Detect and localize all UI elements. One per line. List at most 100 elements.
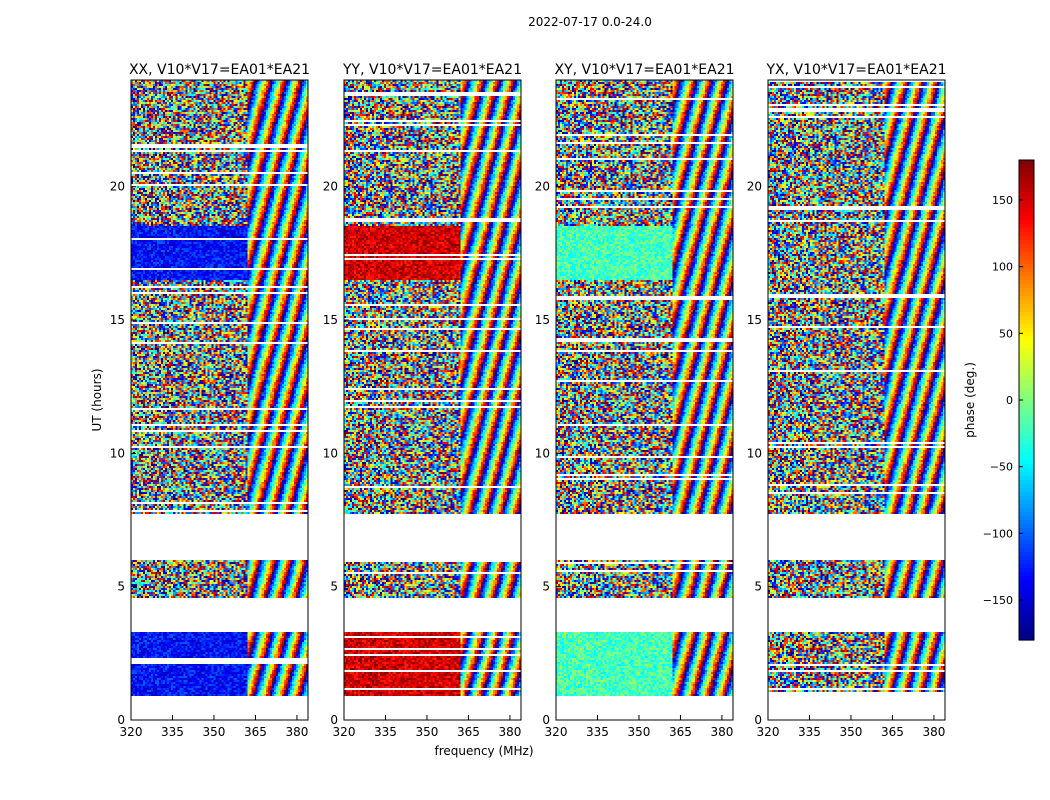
colorbar-step: [1019, 432, 1034, 437]
colorbar-step: [1019, 308, 1034, 313]
y-tick-label-4-20: 20: [747, 180, 762, 194]
panel-title-3: XY, V10*V17=EA01*EA21: [554, 62, 734, 78]
colorbar-step: [1019, 284, 1034, 289]
colorbar-step: [1019, 408, 1034, 413]
colorbar-step: [1019, 612, 1034, 617]
colorbar-step: [1019, 412, 1034, 417]
colorbar-step: [1019, 484, 1034, 489]
colorbar-step: [1019, 332, 1034, 337]
colorbar-step: [1019, 444, 1034, 449]
colorbar-step: [1019, 316, 1034, 321]
colorbar-step: [1019, 436, 1034, 441]
colorbar-step: [1019, 348, 1034, 353]
colorbar-step: [1019, 592, 1034, 597]
x-tick-label-1-350: 350: [203, 725, 226, 739]
panel-frame-2: [343, 79, 522, 721]
colorbar-step: [1019, 184, 1034, 189]
colorbar-step: [1019, 536, 1034, 541]
colorbar-step: [1019, 268, 1034, 273]
figure-title: 2022-07-17 0.0-24.0: [528, 15, 652, 29]
colorbar-step: [1019, 232, 1034, 237]
y-tick-label-1-15: 15: [110, 313, 125, 327]
x-tick-label-3-350: 350: [628, 725, 651, 739]
colorbar-step: [1019, 396, 1034, 401]
x-axis-label: frequency (MHz): [434, 744, 533, 758]
colorbar-step: [1019, 616, 1034, 621]
colorbar-step: [1019, 264, 1034, 269]
colorbar-step: [1019, 620, 1034, 625]
colorbar-step: [1019, 380, 1034, 385]
colorbar-step: [1019, 580, 1034, 585]
colorbar-step: [1019, 164, 1034, 169]
panel-4: YX, V10*V17=EA01*EA21 320 335 350 365 380 0 5 10…: [747, 62, 947, 739]
colorbar-tick-label-100: 100: [992, 261, 1013, 274]
colorbar-step: [1019, 300, 1034, 305]
y-tick-label-1-20: 20: [110, 180, 125, 194]
phase-raster-1: [131, 80, 308, 720]
x-tick-label-2-365: 365: [457, 725, 480, 739]
x-tick-label-4-365: 365: [881, 725, 904, 739]
colorbar-step: [1019, 448, 1034, 453]
y-tick-label-4-5: 5: [754, 580, 762, 594]
x-tick-label-1-365: 365: [244, 725, 267, 739]
colorbar-step: [1019, 520, 1034, 525]
colorbar: −150 −100 −50 0 50 100 150: [983, 159, 1035, 641]
colorbar-step: [1019, 528, 1034, 533]
colorbar-step: [1019, 220, 1034, 225]
colorbar-step: [1019, 224, 1034, 229]
colorbar-step: [1019, 564, 1034, 569]
colorbar-step: [1019, 236, 1034, 241]
x-tick-label-1-335: 335: [161, 725, 184, 739]
colorbar-step: [1019, 324, 1034, 329]
colorbar-step: [1019, 388, 1034, 393]
x-tick-label-4-380: 380: [922, 725, 945, 739]
y-tick-label-4-15: 15: [747, 313, 762, 327]
colorbar-step: [1019, 372, 1034, 377]
colorbar-step: [1019, 336, 1034, 341]
colorbar-label: phase (deg.): [963, 362, 977, 438]
phase-raster-3: [556, 80, 733, 720]
colorbar-step: [1019, 540, 1034, 545]
y-tick-label-4-10: 10: [747, 446, 762, 460]
colorbar-step: [1019, 392, 1034, 397]
colorbar-step: [1019, 428, 1034, 433]
colorbar-step: [1019, 312, 1034, 317]
y-tick-label-4-0: 0: [754, 713, 762, 727]
colorbar-step: [1019, 440, 1034, 445]
colorbar-step: [1019, 208, 1034, 213]
colorbar-step: [1019, 280, 1034, 285]
colorbar-step: [1019, 636, 1034, 641]
colorbar-step: [1019, 368, 1034, 373]
panel-1: XX, V10*V17=EA01*EA21 320 335 350 365 380 0 5 10…: [110, 62, 310, 739]
colorbar-step: [1019, 560, 1034, 565]
colorbar-step: [1019, 524, 1034, 529]
colorbar-step: [1019, 552, 1034, 557]
colorbar-step: [1019, 360, 1034, 365]
x-tick-label-2-380: 380: [498, 725, 521, 739]
colorbar-step: [1019, 344, 1034, 349]
colorbar-step: [1019, 516, 1034, 521]
colorbar-step: [1019, 504, 1034, 509]
y-tick-label-1-10: 10: [110, 446, 125, 460]
colorbar-step: [1019, 600, 1034, 605]
colorbar-step: [1019, 608, 1034, 613]
colorbar-step: [1019, 532, 1034, 537]
colorbar-step: [1019, 456, 1034, 461]
colorbar-step: [1019, 296, 1034, 301]
colorbar-step: [1019, 356, 1034, 361]
panel-title-4: YX, V10*V17=EA01*EA21: [765, 62, 946, 78]
panel-frame-1: [130, 79, 309, 721]
colorbar-step: [1019, 508, 1034, 513]
colorbar-step: [1019, 260, 1034, 265]
colorbar-step: [1019, 588, 1034, 593]
colorbar-step: [1019, 476, 1034, 481]
colorbar-step: [1019, 292, 1034, 297]
y-tick-label-2-15: 15: [323, 313, 338, 327]
colorbar-step: [1019, 376, 1034, 381]
colorbar-step: [1019, 460, 1034, 465]
colorbar-step: [1019, 496, 1034, 501]
colorbar-step: [1019, 212, 1034, 217]
colorbar-step: [1019, 556, 1034, 561]
colorbar-step: [1019, 168, 1034, 173]
x-tick-label-2-335: 335: [374, 725, 397, 739]
